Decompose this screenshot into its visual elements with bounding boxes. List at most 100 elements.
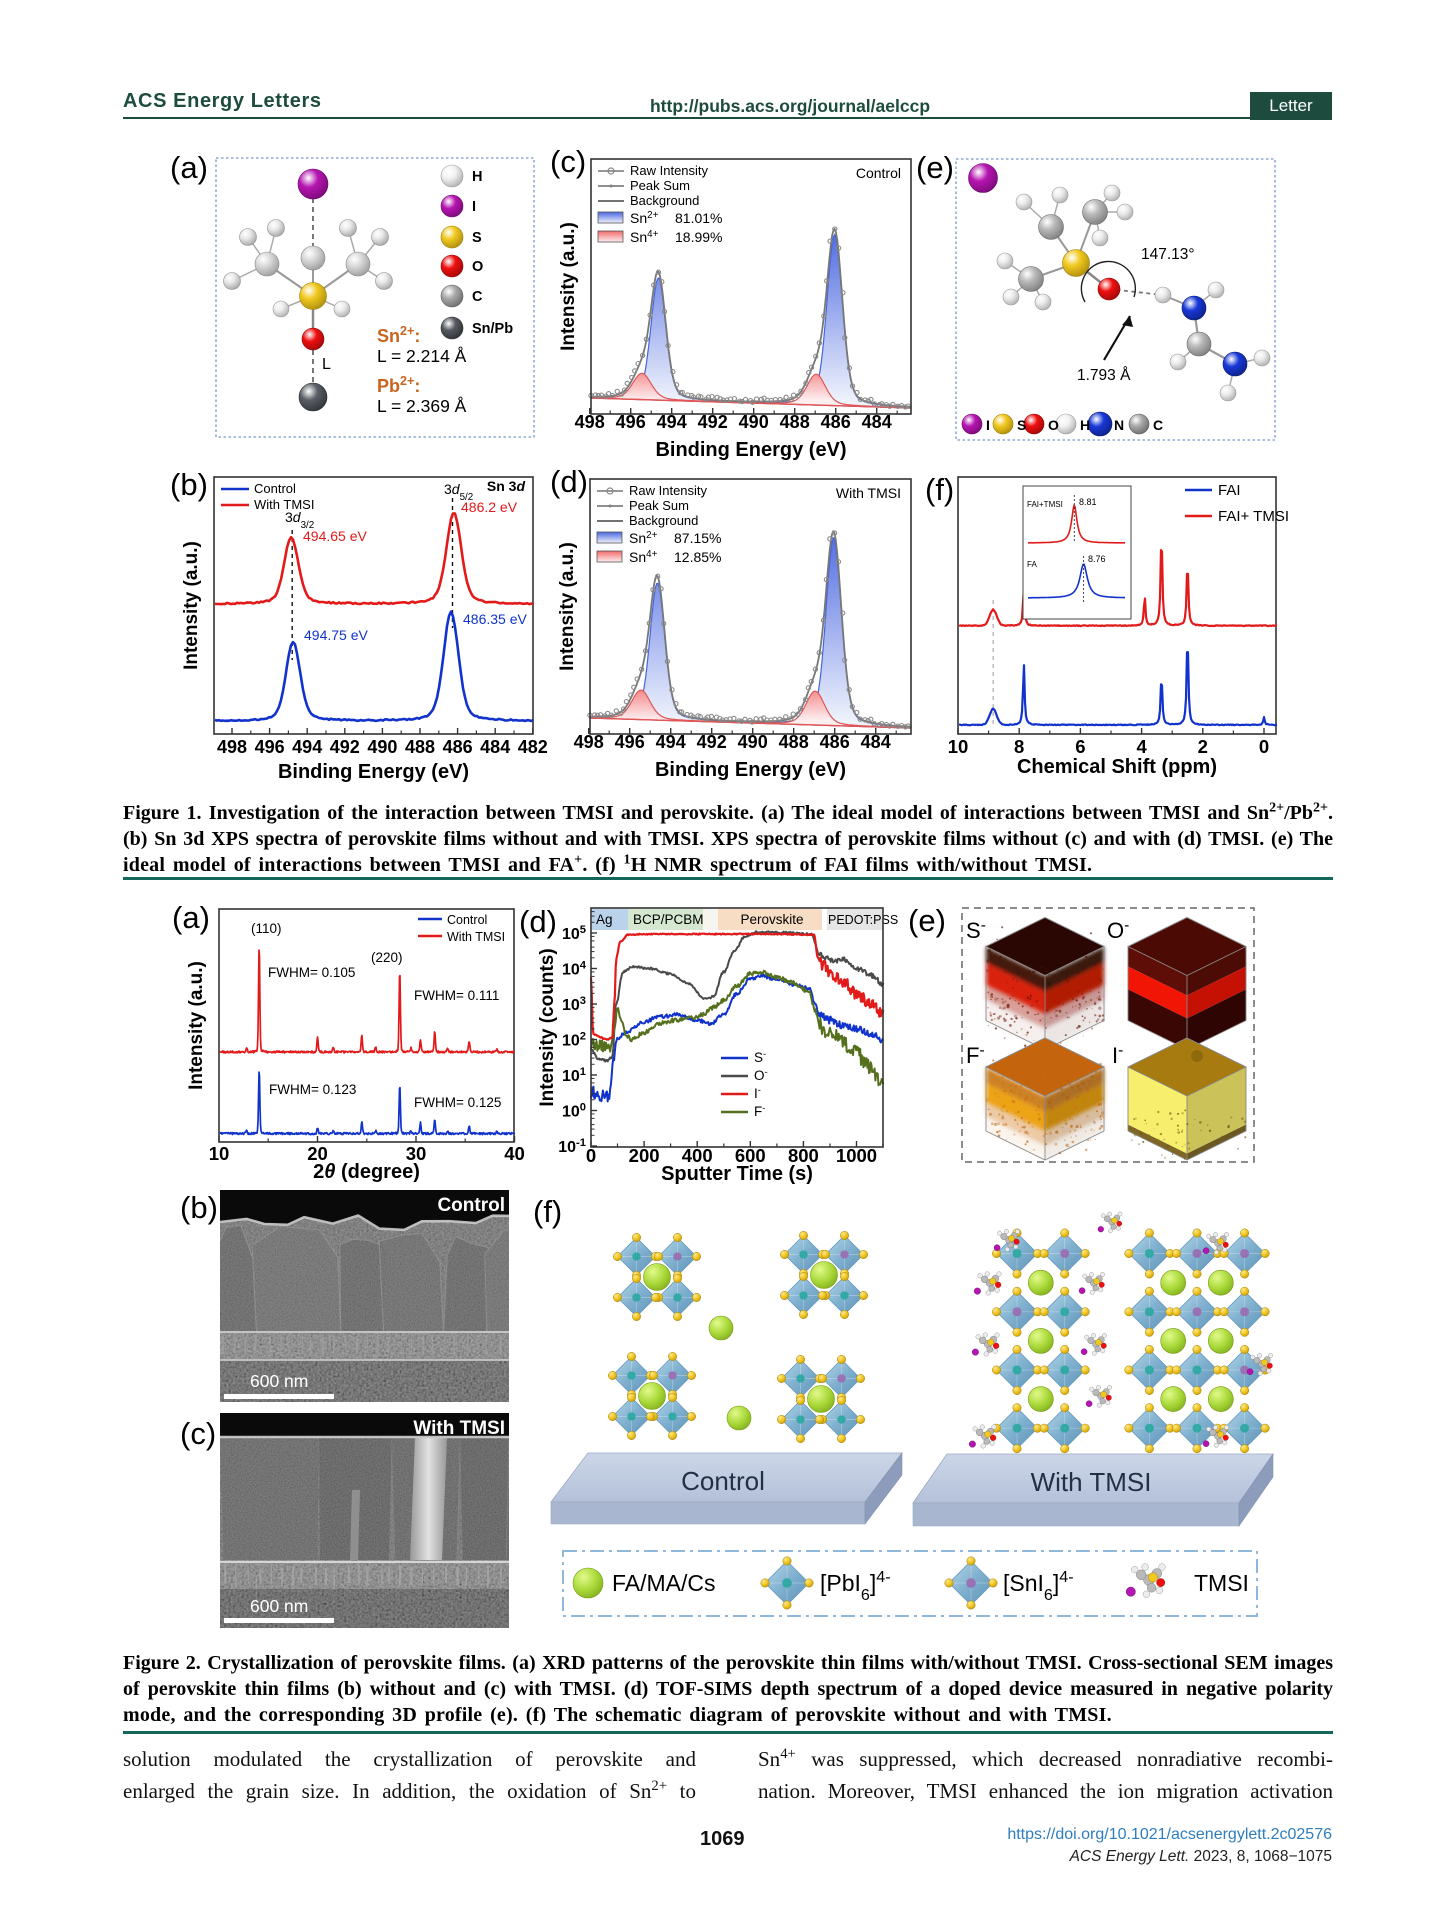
- svg-text:Sn2+:: Sn2+:: [377, 324, 420, 346]
- svg-text:8.76: 8.76: [1088, 554, 1106, 564]
- svg-text:Binding Energy (eV): Binding Energy (eV): [655, 439, 846, 461]
- svg-text:L: L: [322, 356, 331, 373]
- svg-text:S-: S-: [966, 917, 986, 944]
- svg-text:6: 6: [1075, 736, 1085, 757]
- svg-text:(f): (f): [925, 472, 954, 507]
- svg-text:Sn2+: Sn2+: [630, 210, 659, 227]
- svg-text:S: S: [1017, 417, 1026, 433]
- svg-text:Intensity (counts): Intensity (counts): [537, 948, 558, 1106]
- svg-text:(c): (c): [180, 1416, 216, 1451]
- svg-text:F-: F-: [754, 1103, 765, 1120]
- svg-text:(e): (e): [916, 150, 954, 185]
- svg-text:With TMSI: With TMSI: [254, 497, 314, 512]
- svg-text:498: 498: [575, 412, 605, 432]
- svg-text:486.2 eV: 486.2 eV: [461, 499, 518, 515]
- svg-text:I: I: [472, 199, 476, 215]
- svg-text:Sn4+: Sn4+: [630, 229, 659, 246]
- svg-text:484: 484: [480, 737, 510, 757]
- svg-text:492: 492: [698, 412, 728, 432]
- svg-text:With TMSI: With TMSI: [447, 930, 505, 944]
- svg-text:496: 496: [255, 737, 285, 757]
- svg-text:12.85%: 12.85%: [674, 549, 721, 565]
- svg-text:(a): (a): [172, 900, 210, 935]
- svg-text:Binding Energy (eV): Binding Energy (eV): [655, 759, 846, 781]
- svg-text:486: 486: [820, 732, 850, 752]
- svg-text:105: 105: [562, 924, 586, 943]
- svg-text:10-1: 10-1: [558, 1137, 586, 1156]
- svg-text:10: 10: [209, 1143, 230, 1164]
- svg-text:FWHM= 0.123: FWHM= 0.123: [269, 1082, 356, 1097]
- svg-text:600 nm: 600 nm: [250, 1371, 308, 1391]
- svg-text:Control: Control: [437, 1195, 505, 1216]
- svg-text:(f): (f): [533, 1194, 562, 1229]
- svg-text:Raw Intensity: Raw Intensity: [629, 483, 708, 498]
- svg-text:Sn2+: Sn2+: [629, 530, 658, 547]
- svg-text:[SnI6]4-: [SnI6]4-: [1003, 1568, 1074, 1604]
- svg-text:BCP/PCBM: BCP/PCBM: [633, 912, 704, 927]
- svg-text:Binding Energy (eV): Binding Energy (eV): [278, 761, 469, 783]
- svg-text:FWHM= 0.111: FWHM= 0.111: [414, 988, 499, 1003]
- svg-text:Control: Control: [856, 165, 901, 181]
- svg-text:600: 600: [735, 1145, 766, 1166]
- svg-text:FWHM= 0.125: FWHM= 0.125: [414, 1095, 501, 1110]
- svg-text:18.99%: 18.99%: [675, 229, 722, 245]
- svg-text:O-: O-: [754, 1067, 768, 1084]
- svg-text:I-: I-: [1112, 1042, 1123, 1069]
- svg-text:8.81: 8.81: [1079, 497, 1097, 507]
- svg-text:600 nm: 600 nm: [250, 1596, 308, 1616]
- svg-text:[PbI6]4-: [PbI6]4-: [820, 1568, 891, 1604]
- svg-text:Perovskite: Perovskite: [740, 912, 803, 927]
- svg-text:Ag: Ag: [596, 912, 613, 927]
- svg-text:2θ (degree): 2θ (degree): [313, 1161, 420, 1183]
- svg-text:L = 2.214 Å: L = 2.214 Å: [377, 346, 467, 366]
- svg-text:Control: Control: [254, 481, 296, 496]
- svg-text:N: N: [1114, 417, 1124, 433]
- svg-text:1.793 Å: 1.793 Å: [1077, 367, 1131, 384]
- svg-text:(a): (a): [170, 150, 208, 185]
- svg-text:C: C: [1153, 417, 1163, 433]
- svg-text:400: 400: [682, 1145, 713, 1166]
- svg-text:0: 0: [586, 1145, 596, 1166]
- svg-text:482: 482: [518, 737, 548, 757]
- svg-text:Chemical Shift (ppm): Chemical Shift (ppm): [1017, 756, 1217, 778]
- svg-text:I-: I-: [754, 1085, 761, 1102]
- svg-text:484: 484: [861, 732, 891, 752]
- svg-text:Intensity (a.u.): Intensity (a.u.): [557, 542, 578, 671]
- svg-text:Intensity (a.u.): Intensity (a.u.): [558, 222, 579, 351]
- svg-text:Sn4+: Sn4+: [629, 549, 658, 566]
- svg-text:S: S: [472, 230, 482, 246]
- svg-text:(d): (d): [550, 464, 588, 499]
- svg-text:Pb2+:: Pb2+:: [377, 374, 420, 396]
- svg-text:496: 496: [616, 412, 646, 432]
- svg-text:O-: O-: [1107, 917, 1129, 944]
- svg-text:494: 494: [657, 412, 687, 432]
- svg-text:Control: Control: [681, 1466, 765, 1496]
- svg-text:L = 2.369 Å: L = 2.369 Å: [377, 396, 467, 416]
- svg-text:490: 490: [738, 732, 768, 752]
- svg-text:Raw Intensity: Raw Intensity: [630, 163, 709, 178]
- svg-text:4: 4: [1136, 736, 1147, 757]
- svg-text:S-: S-: [754, 1049, 766, 1066]
- svg-text:1000: 1000: [836, 1145, 877, 1166]
- svg-text:(d): (d): [519, 904, 557, 939]
- svg-text:486: 486: [821, 412, 851, 432]
- svg-text:F-: F-: [966, 1042, 985, 1069]
- svg-text:40: 40: [504, 1143, 525, 1164]
- svg-text:498: 498: [217, 737, 247, 757]
- svg-text:Sn 3d: Sn 3d: [487, 478, 526, 494]
- svg-text:O: O: [1048, 417, 1059, 433]
- svg-text:8: 8: [1014, 736, 1024, 757]
- svg-text:With TMSI: With TMSI: [836, 485, 901, 501]
- svg-text:81.01%: 81.01%: [675, 210, 722, 226]
- svg-text:492: 492: [330, 737, 360, 757]
- svg-text:87.15%: 87.15%: [674, 530, 721, 546]
- svg-text:H: H: [1080, 417, 1090, 433]
- svg-text:FWHM= 0.105: FWHM= 0.105: [268, 965, 355, 980]
- svg-text:FAI+ TMSI: FAI+ TMSI: [1218, 508, 1289, 525]
- svg-text:Intensity (a.u.): Intensity (a.u.): [181, 541, 202, 670]
- svg-text:104: 104: [562, 960, 587, 979]
- svg-text:101: 101: [562, 1066, 586, 1085]
- svg-text:Peak Sum: Peak Sum: [629, 498, 689, 513]
- svg-text:494.65 eV: 494.65 eV: [303, 528, 367, 544]
- svg-text:I: I: [986, 417, 990, 433]
